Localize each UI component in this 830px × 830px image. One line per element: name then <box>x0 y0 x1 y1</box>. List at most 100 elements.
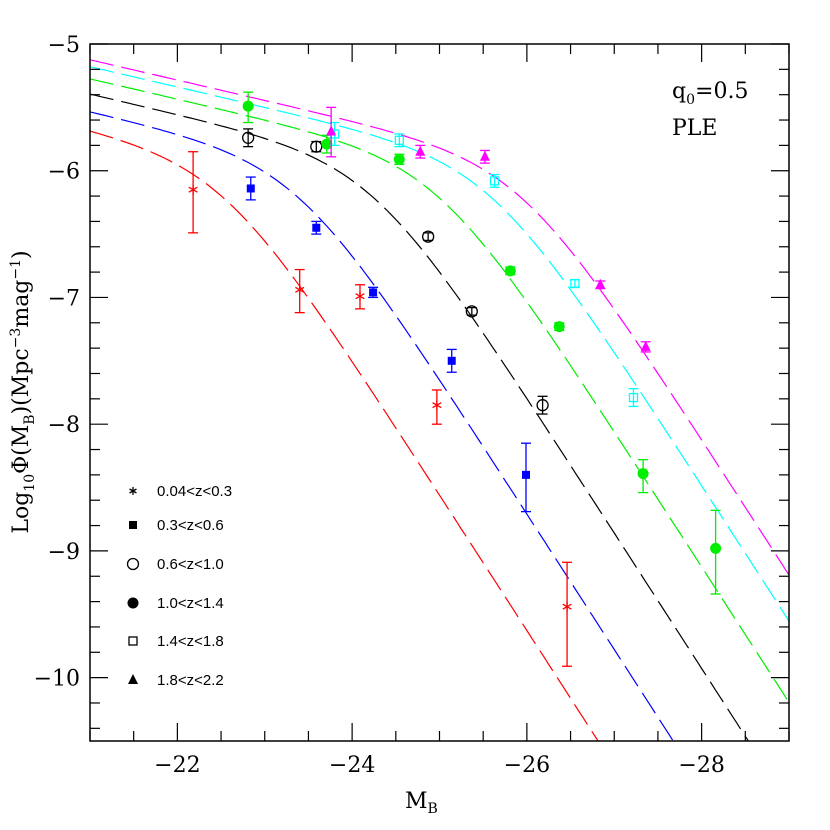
data-point <box>562 561 573 667</box>
circle <box>553 321 565 333</box>
square <box>522 470 531 479</box>
circle <box>504 265 516 277</box>
data-point <box>368 286 379 299</box>
x-tick-label: −28 <box>678 753 724 778</box>
asterisk-stroke <box>188 186 198 193</box>
data-point <box>553 321 565 333</box>
data-point <box>394 133 405 148</box>
y-tick-label: −9 <box>48 540 80 565</box>
axes <box>89 43 790 741</box>
triangle <box>640 340 651 351</box>
y-label-part: ) <box>9 250 34 259</box>
data-point <box>421 230 435 243</box>
y-tick-label: −6 <box>48 160 80 185</box>
filled-circle-marker <box>710 542 722 554</box>
data-point <box>245 176 256 201</box>
y-label-part: mag <box>9 280 34 328</box>
filled-circle-marker <box>553 321 565 333</box>
model-curve <box>90 93 749 741</box>
asterisk-stroke <box>295 286 305 293</box>
filled-square-marker <box>246 184 255 193</box>
filled-circle-marker <box>321 138 333 150</box>
asterisk-stroke <box>355 293 365 300</box>
data-point <box>354 284 365 310</box>
filled-square-marker <box>129 521 137 529</box>
q0-annotation: q0=0.5 <box>672 79 748 108</box>
data-point <box>489 173 500 188</box>
legend-item: 0.6<z<1.0 <box>126 556 224 573</box>
data-point <box>710 509 722 595</box>
data-point <box>504 265 516 277</box>
square <box>489 176 500 186</box>
square <box>628 392 639 403</box>
asterisk-stroke <box>129 488 137 494</box>
legend-label: 0.6<z<1.0 <box>157 556 224 573</box>
open-circle-marker <box>126 557 140 571</box>
filled-square-marker <box>312 223 321 232</box>
circle <box>637 468 649 480</box>
legend: 0.04<z<0.3 0.3<z<0.6 0.6<z<1.0 1.0<z<1.4 1.4… <box>126 483 232 689</box>
series <box>326 106 651 353</box>
x-tick-label: −26 <box>504 753 550 778</box>
open-circle-marker <box>465 305 478 318</box>
x-tick-label: −22 <box>154 753 200 778</box>
y-tick-label: −8 <box>48 413 80 438</box>
open-square-marker <box>570 278 580 289</box>
data-point <box>415 144 426 159</box>
y-label-part: −1 <box>8 259 24 280</box>
y-label-part: )(Mpc <box>9 348 34 414</box>
filled-square-marker <box>522 470 531 479</box>
series <box>188 151 573 667</box>
data-point <box>431 389 442 425</box>
open-circle-marker <box>310 140 323 153</box>
filled-circle-marker <box>127 597 139 609</box>
series <box>245 176 532 513</box>
filled-triangle-marker <box>415 145 426 156</box>
data-point <box>521 442 532 513</box>
legend-item: 1.0<z<1.4 <box>127 595 224 612</box>
square <box>570 278 580 289</box>
square <box>447 356 456 365</box>
data-point <box>479 149 490 164</box>
circle <box>710 542 722 554</box>
filled-circle-marker <box>637 468 649 480</box>
open-square-marker <box>489 176 500 186</box>
data-point <box>465 305 478 318</box>
filled-square-marker <box>369 288 378 297</box>
model-curve <box>90 111 674 741</box>
circle <box>536 399 549 412</box>
square <box>128 636 138 646</box>
circle <box>126 557 140 571</box>
y-tick-label: −10 <box>34 667 80 692</box>
model-curve <box>90 59 789 576</box>
open-square-marker <box>128 636 138 646</box>
plot-frame <box>89 43 790 742</box>
data-point <box>446 348 457 373</box>
asterisk-stroke <box>562 603 572 610</box>
data-point <box>241 128 255 148</box>
data-point <box>310 140 323 153</box>
filled-triangle-marker <box>640 340 651 351</box>
legend-item: 0.04<z<0.3 <box>129 483 232 500</box>
legend-label: 1.0<z<1.4 <box>157 595 224 612</box>
asterisk-marker <box>432 400 442 411</box>
triangle <box>415 145 426 156</box>
asterisk-marker <box>562 601 572 612</box>
x-tick-label: −24 <box>329 753 375 778</box>
model-curves <box>90 59 789 741</box>
filled-triangle-marker <box>479 150 490 161</box>
square <box>129 521 137 529</box>
filled-triangle-marker <box>326 125 337 136</box>
data-point <box>188 151 199 234</box>
y-axis-label: Log10Φ(MB)(Mpc−3mag−1) <box>8 250 38 533</box>
data-point <box>294 268 305 314</box>
legend-label: 1.8<z<2.2 <box>157 672 224 689</box>
data-point <box>640 340 651 353</box>
open-square-marker <box>628 392 639 403</box>
model-curve <box>90 78 789 703</box>
y-label-part: Φ(M <box>9 425 34 474</box>
model-curve <box>90 130 599 741</box>
data-point <box>628 388 639 408</box>
series <box>329 121 639 408</box>
